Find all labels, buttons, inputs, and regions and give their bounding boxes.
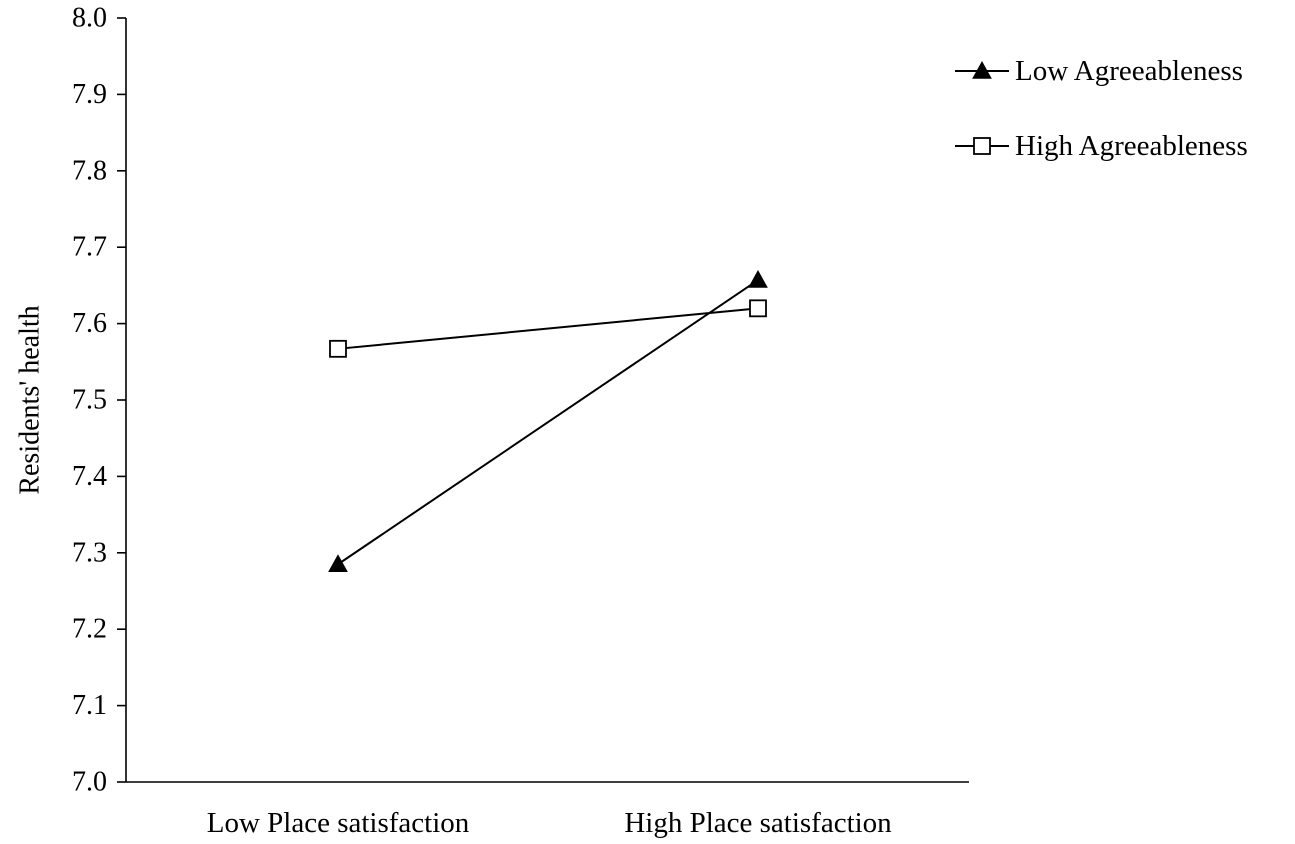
y-axis-label: Residents' health: [15, 305, 46, 494]
legend-marker: [973, 137, 991, 155]
y-tick-label: 7.6: [72, 308, 107, 339]
legend-label: Low Agreeableness: [1015, 55, 1243, 87]
series-line: [337, 279, 759, 566]
y-tick-label: 7.7: [72, 232, 107, 263]
series-line: [337, 307, 759, 350]
y-tick-label: 7.3: [72, 537, 107, 568]
data-point-marker: [749, 299, 767, 318]
y-tick-label: 7.1: [72, 690, 107, 721]
x-category-label: High Place satisfaction: [624, 807, 892, 839]
y-tick-label: 7.4: [72, 461, 107, 492]
y-tick-label: 7.5: [72, 385, 107, 416]
y-tick-label: 7.9: [72, 79, 107, 110]
legend-label: High Agreeableness: [1015, 130, 1248, 162]
y-ticks: 7.0 7.1 7.2 7.3 7.4 7.5 7.6 7.7 7.8 7.9 8.0: [72, 3, 126, 798]
y-tick-label: 7.2: [72, 614, 107, 645]
series-lines: [337, 279, 759, 566]
x-category-labels: Low Place satisfaction High Place satisfa…: [207, 807, 892, 839]
x-category-label: Low Place satisfaction: [207, 807, 470, 839]
legend-marker: [972, 60, 992, 79]
axes: [125, 18, 969, 783]
y-tick-label: 8.0: [72, 3, 107, 34]
data-point-marker: [329, 339, 347, 358]
data-point-marker: [328, 554, 348, 572]
data-point-marker: [748, 270, 768, 288]
y-tick-label: 7.8: [72, 155, 107, 186]
legend: Low Agreeableness High Agreeableness: [955, 55, 1248, 162]
series-markers: [328, 270, 768, 572]
y-tick-label: 7.0: [72, 767, 107, 798]
